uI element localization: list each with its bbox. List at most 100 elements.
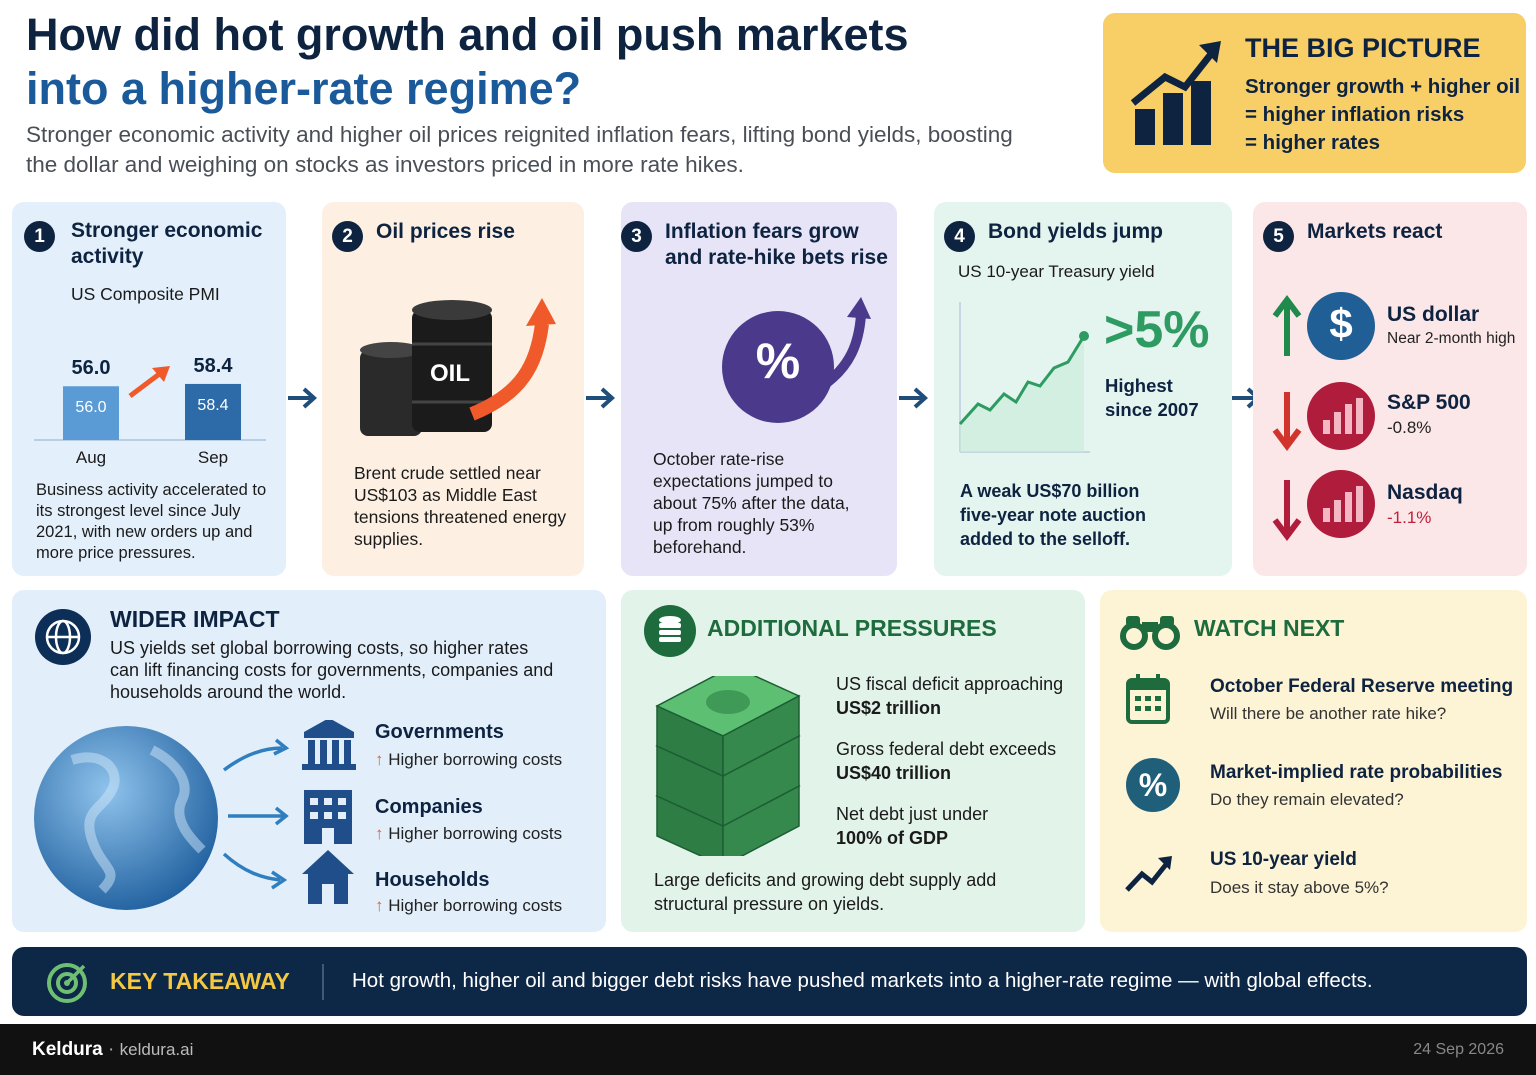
bar <box>63 386 119 440</box>
oil-label: OIL <box>430 360 470 387</box>
takeaway-label: KEY TAKEAWAY <box>110 968 290 994</box>
trend-arrow <box>128 370 164 398</box>
section-text: US yields set global borrowing costs, so… <box>110 638 554 702</box>
step-text: Brent crude settled near US$103 as Middl… <box>354 463 567 549</box>
percent-icon: % <box>755 333 801 389</box>
title-line: into a higher-rate regime? <box>26 63 582 114</box>
impact-note: ↑ Higher borrowing costs <box>375 824 563 843</box>
step-title: Markets react <box>1307 220 1443 243</box>
impact-note: ↑ Higher borrowing costs <box>375 750 563 769</box>
trend-arrow-head <box>152 366 170 382</box>
trend-icon <box>1125 856 1172 892</box>
step-number: 4 <box>944 221 975 252</box>
oil-barrels <box>360 298 556 436</box>
step-card: 5 Markets react $ US dollar Near 2-month… <box>1253 202 1527 576</box>
market-name: US dollar <box>1387 303 1480 326</box>
line: = higher rates <box>1245 131 1381 154</box>
step-title: Stronger economic activity <box>71 219 263 268</box>
category-label: Sep <box>198 448 228 467</box>
subtitle: Stronger economic activity and higher oi… <box>26 122 1013 177</box>
pressure-bold: US$2 trillion <box>836 698 942 718</box>
impact-note: ↑ Higher borrowing costs <box>375 896 563 915</box>
target-icon <box>47 963 87 1003</box>
line: = higher inflation risks <box>1245 103 1465 126</box>
step-title: Bond yields jump <box>988 220 1164 243</box>
calendar-icon <box>1126 674 1170 724</box>
step-text: Business activity accelerated to its str… <box>36 481 267 562</box>
step-number: 3 <box>621 221 652 252</box>
step-text: A weak US$70 billion five-year note auct… <box>960 481 1147 549</box>
step-number: 1 <box>24 221 55 252</box>
step-card: 1 Stronger economic activity US Composit… <box>12 202 286 576</box>
coins-icon <box>644 605 696 657</box>
step-card: 3 Inflation fears grow and rate-hike bet… <box>621 202 897 576</box>
step-card: 4 Bond yields jump US 10-year Treasury y… <box>934 202 1232 576</box>
big-picture: THE BIG PICTURE Stronger growth + higher… <box>1103 13 1526 173</box>
bar <box>185 383 241 440</box>
yield-highlight: >5% <box>1104 301 1210 359</box>
pressure-footer: Large deficits and growing debt supply a… <box>654 870 997 914</box>
section-title: ADDITIONAL PRESSURES <box>707 615 997 641</box>
site: keldura.ai <box>119 1040 194 1059</box>
flow-arrow <box>899 387 928 409</box>
pressure-text: Gross federal debt exceeds <box>836 739 1057 759</box>
pressure-bold: 100% of GDP <box>836 828 949 848</box>
brand: Keldura <box>32 1039 103 1060</box>
watch-title: October Federal Reserve meeting <box>1210 676 1514 697</box>
flow-arrow <box>586 387 615 409</box>
big-picture-title: THE BIG PICTURE <box>1245 33 1481 63</box>
pressure-item: US fiscal deficit approaching US$2 trill… <box>836 672 1071 720</box>
step-subtitle: US Composite PMI <box>71 284 220 304</box>
binoculars-icon <box>1120 616 1180 650</box>
step-text: October rate-rise expectations jumped to… <box>653 449 850 557</box>
section-title: WIDER IMPACT <box>110 606 280 632</box>
market-name: S&P 500 <box>1387 391 1471 414</box>
step-title: Oil prices rise <box>376 220 515 243</box>
category-label: Aug <box>76 448 106 467</box>
step-title: Inflation fears grow and rate-hike bets … <box>665 220 888 269</box>
flow-arrow <box>288 387 317 409</box>
impact-name: Governments <box>375 721 504 743</box>
money-stack <box>655 676 801 856</box>
key-takeaway: KEY TAKEAWAY Hot growth, higher oil and … <box>12 947 1527 1016</box>
percent-icon: % <box>1126 758 1180 812</box>
step-subtitle: US 10-year Treasury yield <box>958 262 1155 281</box>
step-card: 2 Oil prices rise OIL Brent crude settle… <box>322 202 584 576</box>
market-name: Nasdaq <box>1387 481 1463 504</box>
note-text: Higher borrowing costs <box>388 750 563 769</box>
watch-next: WATCH NEXT October Federal Reserve meeti… <box>1100 590 1527 932</box>
globe <box>34 720 356 910</box>
step-number: 2 <box>332 221 363 252</box>
impact-name: Companies <box>375 796 483 818</box>
step-number: 5 <box>1263 221 1294 252</box>
globe-icon <box>35 609 91 665</box>
watch-title: Market-implied rate probabilities <box>1210 762 1503 783</box>
pressure-bold: US$40 trillion <box>836 763 952 783</box>
wider-impact: WIDER IMPACT US yields set global borrow… <box>12 590 606 932</box>
watch-title: US 10-year yield <box>1210 849 1357 870</box>
market-note: -0.8% <box>1387 418 1432 437</box>
footer: Keldura · keldura.ai 24 Sep 2026 <box>0 1024 1536 1075</box>
line: Stronger growth + higher oil <box>1245 75 1521 98</box>
watch-question: Do they remain elevated? <box>1210 790 1404 809</box>
note-text: Higher borrowing costs <box>388 896 563 915</box>
bar-inner-label: 56.0 <box>75 399 106 416</box>
bar-value-label: 58.4 <box>194 355 234 377</box>
highlight-note: Highest since 2007 <box>1105 375 1199 420</box>
big-picture-lines: Stronger growth + higher oil = higher inf… <box>1245 73 1520 157</box>
rate-icon <box>722 297 871 423</box>
pressure-item: Gross federal debt exceeds US$40 trillio… <box>836 737 1061 785</box>
title-line: How did hot growth and oil push markets <box>26 9 909 60</box>
note-text: Higher borrowing costs <box>388 824 563 843</box>
additional-pressures: ADDITIONAL PRESSURES US fiscal deficit a… <box>621 590 1085 932</box>
pressure-text: US fiscal deficit approaching <box>836 674 1064 694</box>
footer-left: Keldura · keldura.ai <box>32 1039 193 1061</box>
watch-question: Will there be another rate hike? <box>1210 704 1447 723</box>
separator: · <box>108 1039 115 1060</box>
pressure-text: Net debt just under <box>836 804 989 824</box>
market-icons <box>1272 292 1375 541</box>
watch-question: Does it stay above 5%? <box>1210 878 1389 897</box>
market-note: Near 2-month high <box>1387 330 1516 347</box>
market-note: -1.1% <box>1387 508 1432 527</box>
